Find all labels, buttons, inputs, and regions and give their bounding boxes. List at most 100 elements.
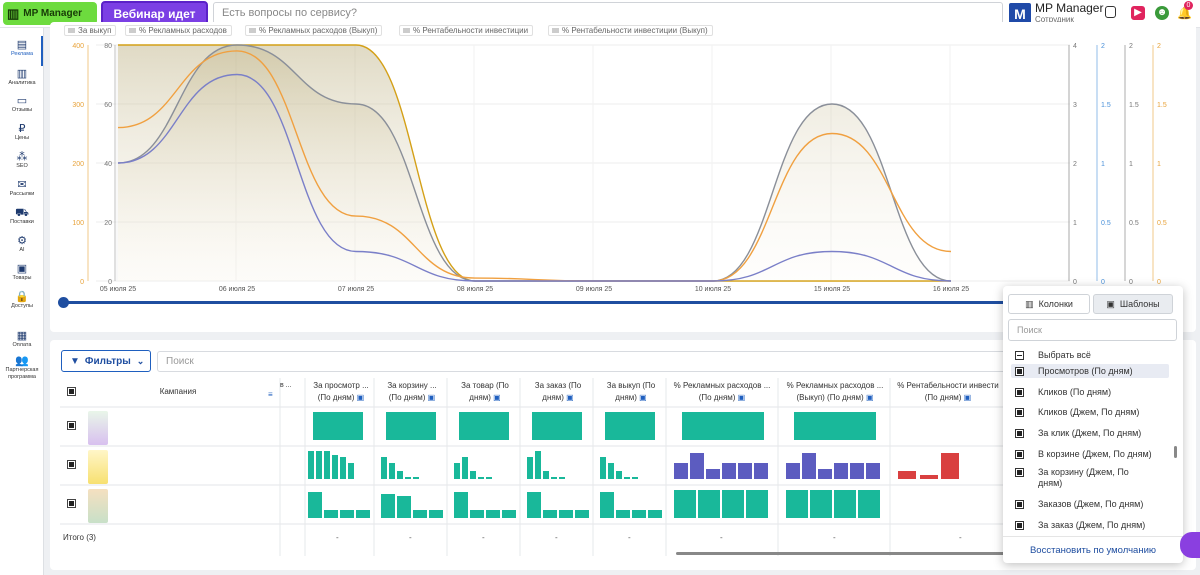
- sidebar-item-products[interactable]: ▣ Товары: [0, 263, 44, 282]
- y-tick-label: 300: [72, 102, 84, 109]
- ai-icon: ⚙: [17, 235, 27, 247]
- campaign-header[interactable]: Кампания: [159, 387, 197, 396]
- payment-icon: ▦: [16, 330, 28, 342]
- legend-item[interactable]: За выкуп: [64, 25, 117, 36]
- tab-columns[interactable]: ▥ Колонки: [1008, 294, 1090, 314]
- row-checkbox[interactable]: [67, 421, 76, 430]
- x-tick-label: 07 июля 25: [338, 286, 374, 293]
- column-header[interactable]: За просмотр ... (По дням) ▣: [313, 381, 369, 402]
- mailing-icon: ✉: [17, 179, 27, 191]
- column-header[interactable]: За заказ (По дням) ▣: [534, 381, 582, 402]
- columns-icon: ▥: [1025, 298, 1034, 309]
- y-tick-label: 100: [72, 220, 84, 227]
- column-header[interactable]: За выкуп (По дням) ▣: [606, 381, 656, 402]
- sidebar: ▤ Реклама ▥ Аналитика ▭ Отзывы ₽ Цены ⁂ SEO ✉…: [0, 28, 44, 575]
- mascot-icon[interactable]: ☻: [1155, 6, 1169, 20]
- product-thumbnail[interactable]: [88, 450, 108, 484]
- x-tick-label: 09 июля 25: [576, 286, 612, 293]
- chevron-down-icon: ⌄: [136, 355, 145, 366]
- sidebar-item-prices[interactable]: ₽ Цены: [0, 123, 44, 142]
- total-value: -: [555, 533, 558, 542]
- select-all-checkbox[interactable]: [67, 387, 76, 396]
- y-tick-label: 0: [1157, 279, 1161, 286]
- user-role: Сотрудник: [1035, 15, 1074, 24]
- sidebar-item-analytics[interactable]: ▥ Аналитика: [0, 68, 44, 87]
- column-option[interactable]: Просмотров (По дням): [1015, 366, 1168, 377]
- legend-item[interactable]: % Рентабельности инвестиции (Выкуп): [548, 25, 713, 36]
- sidebar-item-delivery[interactable]: ⛟ Поставки: [0, 207, 44, 226]
- column-option[interactable]: За клик (Джем, По дням): [1015, 428, 1168, 439]
- checkbox[interactable]: [1015, 521, 1024, 530]
- horizontal-scrollbar[interactable]: [676, 552, 1006, 555]
- checkbox[interactable]: [1015, 450, 1024, 459]
- sidebar-item-seo[interactable]: ⁂ SEO: [0, 151, 44, 170]
- restore-defaults-button[interactable]: Восстановить по умолчанию: [1003, 536, 1183, 563]
- checkbox[interactable]: [1015, 351, 1024, 360]
- slider-handle[interactable]: [58, 297, 69, 308]
- video-icon[interactable]: ▶: [1131, 6, 1145, 20]
- legend-item[interactable]: % Рентабельности инвестиции: [399, 25, 534, 36]
- row-checkbox[interactable]: [67, 460, 76, 469]
- column-option[interactable]: За заказ (Джем, По дням): [1015, 520, 1168, 531]
- column-menu-icon[interactable]: ≡: [268, 390, 273, 399]
- sidebar-item-partner[interactable]: 👥 Партнерская программа: [0, 355, 44, 381]
- chat-button[interactable]: [1180, 532, 1200, 558]
- row-checkbox[interactable]: [67, 499, 76, 508]
- filters-button[interactable]: ▼ Фильтры ⌄: [61, 350, 151, 372]
- column-header[interactable]: % Рентабельности инвести (По дням) ▣: [897, 381, 999, 402]
- notification-badge: 0: [1184, 1, 1193, 10]
- prices-icon: ₽: [18, 123, 26, 135]
- dropdown-scrollbar[interactable]: [1174, 446, 1177, 458]
- y-tick-label: 400: [72, 43, 84, 50]
- logo[interactable]: ▥ MP Manager: [3, 2, 97, 25]
- templates-icon: ▣: [1106, 298, 1115, 309]
- checkbox[interactable]: [1015, 468, 1024, 477]
- avatar[interactable]: M: [1009, 3, 1031, 25]
- sidebar-item-ai[interactable]: ⚙ AI: [0, 235, 44, 254]
- user-name: MP Manager: [1035, 1, 1104, 15]
- sidebar-active-indicator: [41, 36, 43, 66]
- column-header[interactable]: % Рекламных расходов ... (Выкуп) (По дням…: [786, 381, 884, 402]
- columns-dropdown: ▥ Колонки ▣ Шаблоны Поиск Выбрать всё Прос…: [1003, 286, 1183, 563]
- y-tick-label: 0: [80, 279, 84, 286]
- column-option[interactable]: Кликов (По дням): [1015, 387, 1168, 398]
- product-thumbnail[interactable]: [88, 489, 108, 523]
- sidebar-item-payment[interactable]: ▦ Оплата: [0, 330, 44, 349]
- column-option[interactable]: За корзину (Джем, По дням): [1015, 467, 1153, 489]
- column-header[interactable]: За товар (По дням) ▣: [461, 381, 509, 402]
- legend-item[interactable]: % Рекламных расходов: [125, 25, 232, 36]
- legend-item[interactable]: % Рекламных расходов (Выкуп): [245, 25, 383, 36]
- logo-icon: ▥: [7, 5, 20, 21]
- checkbox[interactable]: [1015, 429, 1024, 438]
- total-value: -: [833, 533, 836, 542]
- column-option[interactable]: Заказов (Джем, По дням): [1015, 499, 1168, 510]
- columns-search-input[interactable]: Поиск: [1008, 319, 1177, 341]
- copy-icon[interactable]: [1105, 6, 1116, 18]
- date-range-slider[interactable]: [63, 301, 1178, 304]
- y-tick-label: 40: [104, 161, 112, 168]
- x-tick-label: 10 июля 25: [695, 286, 731, 293]
- checkbox[interactable]: [1015, 367, 1024, 376]
- table-search-input[interactable]: Поиск: [157, 351, 1007, 372]
- products-icon: ▣: [16, 263, 28, 275]
- sidebar-item-mailing[interactable]: ✉ Рассылки: [0, 179, 44, 198]
- column-option[interactable]: В корзине (Джем, По дням): [1015, 449, 1168, 460]
- sidebar-item-ads[interactable]: ▤ Реклама: [0, 39, 44, 58]
- select-all-option[interactable]: Выбрать всё: [1015, 350, 1168, 361]
- y-tick-label: 80: [104, 43, 112, 50]
- y-tick-label: 60: [104, 102, 112, 109]
- sidebar-item-reviews[interactable]: ▭ Отзывы: [0, 95, 44, 114]
- checkbox[interactable]: [1015, 500, 1024, 509]
- column-header[interactable]: За корзину ... (По дням) ▣: [387, 381, 437, 402]
- checkbox[interactable]: [1015, 388, 1024, 397]
- sidebar-item-access[interactable]: 🔒 Доступы: [0, 291, 44, 310]
- tab-templates[interactable]: ▣ Шаблоны: [1093, 294, 1173, 314]
- y-tick-label: 2: [1101, 43, 1105, 50]
- column-option[interactable]: Кликов (Джем, По дням): [1015, 407, 1168, 418]
- y-tick-label: 0.5: [1101, 220, 1111, 227]
- analytics-icon: ▥: [16, 68, 28, 80]
- product-thumbnail[interactable]: [88, 411, 108, 445]
- column-header[interactable]: % Рекламных расходов ... (По дням) ▣: [673, 381, 771, 402]
- checkbox[interactable]: [1015, 408, 1024, 417]
- y-tick-label: 1: [1157, 161, 1161, 168]
